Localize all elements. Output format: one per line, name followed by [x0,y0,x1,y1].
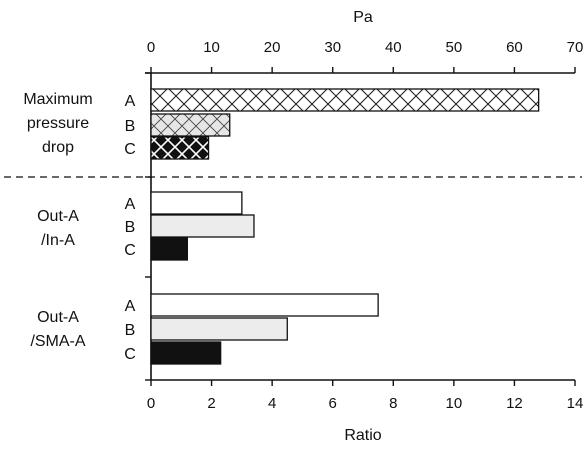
series-label: C [124,346,136,363]
group-label: Out-A [37,309,79,326]
group-label: drop [42,139,74,156]
group-label: Out-A [37,208,79,225]
bottom-axis-title: Ratio [344,427,381,444]
bar-b [150,113,231,137]
bottom-tick-label: 2 [207,395,215,412]
bar-b [150,317,288,341]
bar-a [150,191,243,215]
group-label: pressure [27,115,89,132]
bar-c [150,237,188,261]
bottom-tick-label: 14 [567,395,584,412]
top-tick-label: 40 [385,39,402,56]
series-label: A [125,93,136,110]
bottom-tick-label: 0 [147,395,155,412]
series-label: B [125,322,136,339]
bottom-tick-label: 8 [389,395,397,412]
bar-c [150,341,222,365]
bottom-tick-label: 12 [506,395,523,412]
group-label: Maximum [23,91,92,108]
group-label: /SMA-A [30,333,85,350]
top-tick-label: 30 [324,39,341,56]
series-label: B [125,118,136,135]
series-label: C [124,242,136,259]
top-tick-label: 10 [203,39,220,56]
series-label: A [125,196,136,213]
bar-c [150,136,210,160]
bar-b [150,214,255,238]
top-tick-label: 50 [446,39,463,56]
top-axis-title: Pa [353,9,373,26]
group-label: /In-A [41,232,75,249]
bar-a [150,88,540,112]
top-tick-label: 0 [147,39,155,56]
bottom-tick-label: 6 [329,395,337,412]
series-label: B [125,219,136,236]
series-label: A [125,298,136,315]
bottom-tick-label: 10 [446,395,463,412]
top-tick-label: 20 [264,39,281,56]
bottom-tick-label: 4 [268,395,276,412]
top-tick-label: 60 [506,39,523,56]
series-label: C [124,141,136,158]
bar-a [150,293,379,317]
top-tick-label: 70 [567,39,584,56]
